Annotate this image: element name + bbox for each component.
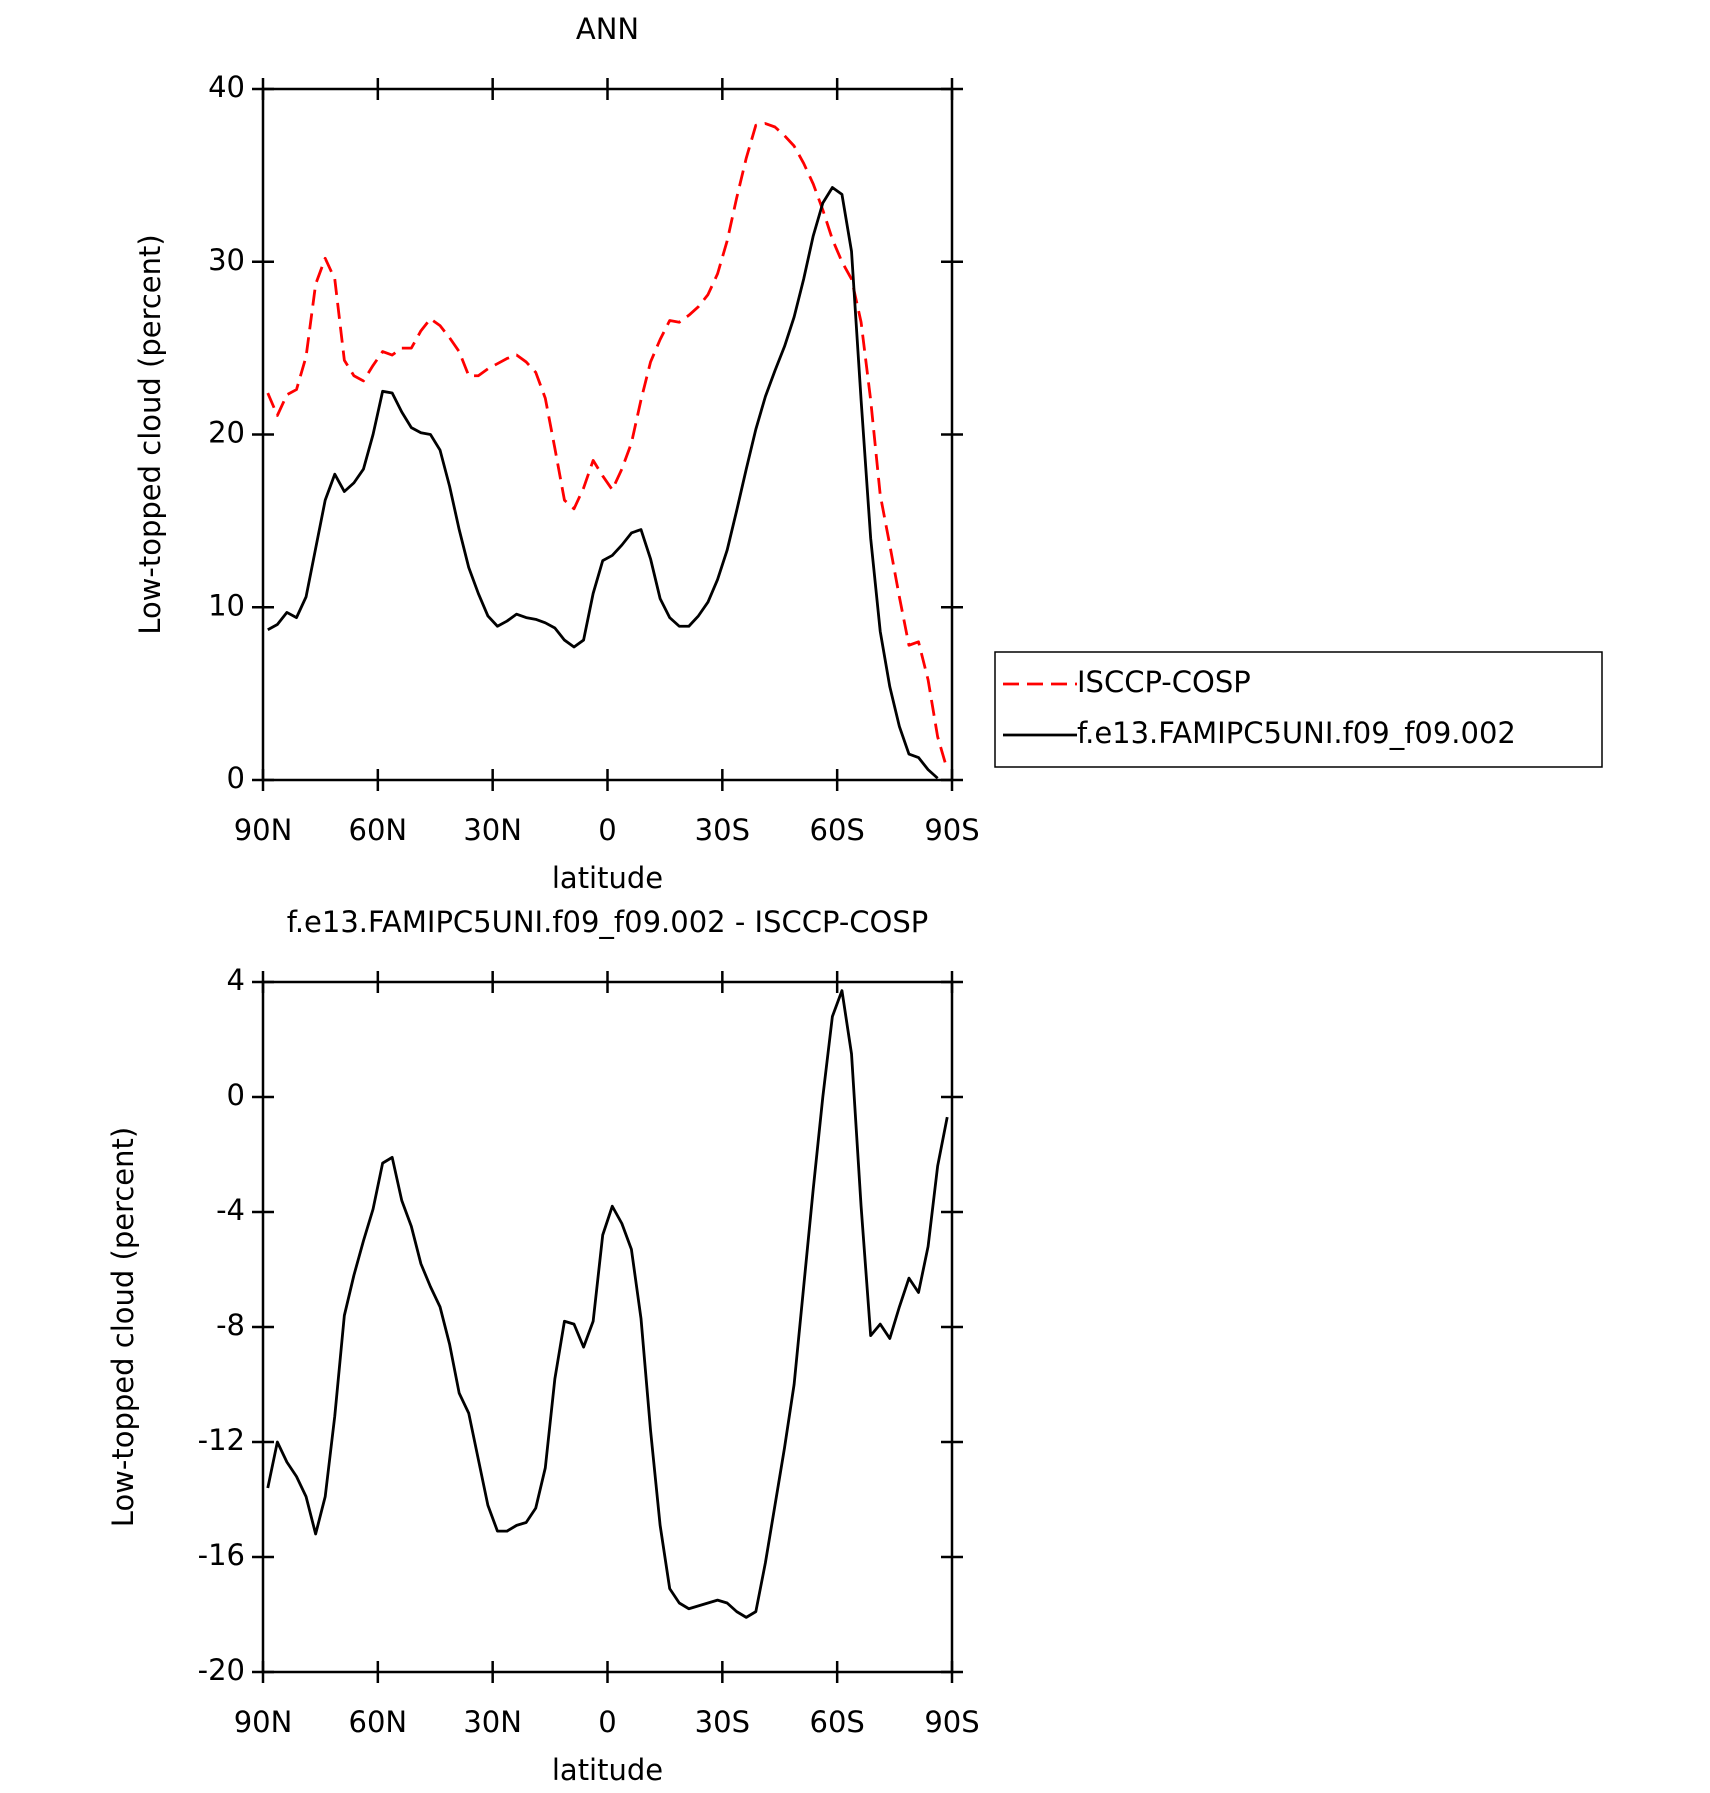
plot-frame: [261, 980, 954, 1674]
legend-label: ISCCP-COSP: [1077, 665, 1251, 699]
y-tick-label: -16: [198, 1538, 245, 1572]
y-tick-label: -20: [198, 1653, 245, 1687]
x-tick-label: 30S: [695, 813, 750, 847]
y-axis-label: Low-topped cloud (percent): [106, 1127, 140, 1527]
y-tick-label: 0: [227, 761, 245, 795]
x-tick-label: 60N: [349, 813, 408, 847]
legend: ISCCP-COSP f.e13.FAMIPC5UNI.f09_f09.002: [994, 651, 1603, 768]
x-tick-label: 90S: [924, 1705, 979, 1739]
x-tick-label: 0: [598, 813, 616, 847]
x-axis-label: latitude: [552, 1753, 663, 1787]
chart-title: f.e13.FAMIPC5UNI.f09_f09.002 - ISCCP-COS…: [287, 905, 929, 939]
chart-title: ANN: [576, 12, 639, 46]
legend-label: f.e13.FAMIPC5UNI.f09_f09.002: [1077, 716, 1516, 750]
x-tick-label: 60N: [349, 1705, 408, 1739]
y-tick-label: 10: [208, 588, 245, 622]
x-tick-label: 30N: [463, 813, 522, 847]
chart-panel: ANN latitude Low-topped cloud (percent) 0 10…: [133, 12, 1603, 895]
y-tick-label: 30: [208, 243, 245, 277]
y-tick-label: 40: [208, 70, 245, 104]
y-tick-label: 4: [227, 963, 245, 997]
y-axis-label: Low-topped cloud (percent): [133, 234, 167, 634]
x-tick-label: 0: [598, 1705, 616, 1739]
x-tick-label: 60S: [810, 813, 865, 847]
x-tick-label: 90S: [924, 813, 979, 847]
x-tick-label: 90N: [234, 813, 293, 847]
y-tick-label: -8: [216, 1308, 245, 1342]
x-axis-label: latitude: [552, 861, 663, 895]
data-line: [267, 186, 939, 780]
y-tick-label: -12: [198, 1423, 245, 1457]
y-tick-label: -4: [216, 1193, 245, 1227]
chart-panel: f.e13.FAMIPC5UNI.f09_f09.002 - ISCCP-COS…: [106, 905, 980, 1787]
x-tick-label: 30N: [463, 1705, 522, 1739]
plot-frame: [261, 87, 954, 782]
y-tick-label: 0: [227, 1078, 245, 1112]
legend-box: [994, 651, 1603, 768]
x-tick-label: 30S: [695, 1705, 750, 1739]
y-tick-label: 20: [208, 416, 245, 450]
data-line: [266, 122, 949, 771]
x-tick-label: 60S: [810, 1705, 865, 1739]
data-line: [266, 989, 949, 1619]
x-tick-label: 90N: [234, 1705, 293, 1739]
